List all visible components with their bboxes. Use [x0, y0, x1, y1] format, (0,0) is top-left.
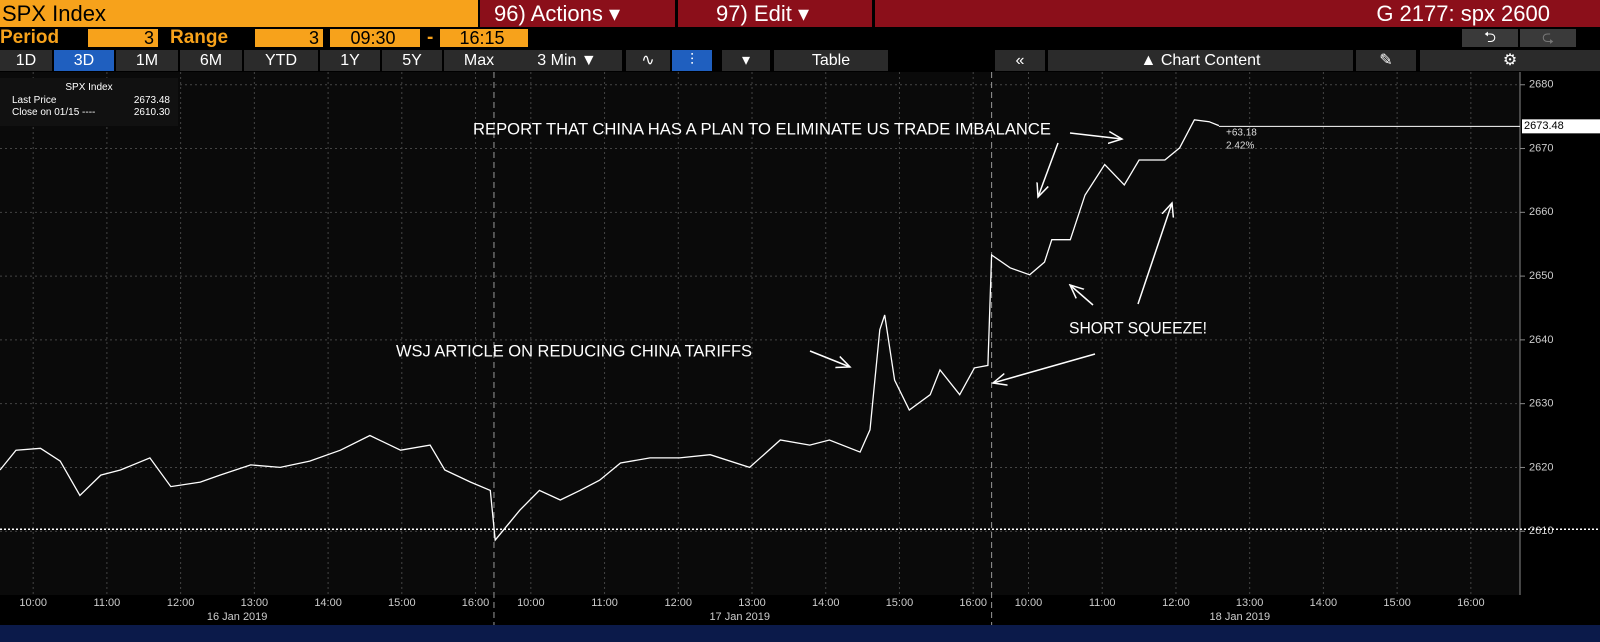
range-button[interactable]: 6M: [180, 50, 242, 71]
range-button[interactable]: 5Y: [382, 50, 442, 71]
range-label: Range: [170, 27, 229, 48]
legend-value: 2610.30: [133, 107, 170, 118]
annotation: WSJ ARTICLE ON REDUCING CHINA TARIFFS: [396, 341, 752, 360]
legend: SPX Index Last Price 2673.48 Close on 01/…: [0, 78, 178, 126]
date-label: 18 Jan 2019: [1210, 611, 1271, 623]
interval[interactable]: 3 Min ▼: [512, 50, 622, 71]
legend-value: 2673.48: [133, 95, 170, 106]
arrow: [1070, 285, 1094, 306]
dropdown[interactable]: ▾: [722, 50, 770, 71]
edit-icon[interactable]: ✎: [1356, 50, 1416, 71]
start-input[interactable]: 09:30: [330, 29, 420, 47]
y-tick-label: 2670: [1529, 142, 1553, 154]
line-icon[interactable]: ∿: [626, 50, 670, 71]
x-tick-label: 14:00: [812, 597, 840, 609]
x-tick-label: 13:00: [738, 597, 766, 609]
x-tick-label: 11:00: [94, 597, 121, 609]
y-tick-label: 2630: [1529, 398, 1553, 410]
x-tick-label: 13:00: [1236, 597, 1264, 609]
change: +63.18: [1226, 128, 1257, 139]
legend-row: Last Price 2673.48: [0, 93, 178, 106]
x-tick-label: 15:00: [1383, 597, 1411, 609]
arrow: [1069, 133, 1122, 139]
arrow: [809, 350, 850, 367]
arrow: [993, 353, 1096, 383]
annotation: REPORT THAT CHINA HAS A PLAN TO ELIMINAT…: [473, 119, 1051, 138]
edit-text: 97) Edit: [716, 1, 792, 26]
legend-row: Close on 01/15 ---- 2610.30: [0, 106, 178, 118]
period-label: Period: [0, 27, 60, 48]
settings-icon[interactable]: ⚙: [1420, 50, 1600, 71]
x-tick-label: 16:00: [1457, 597, 1485, 609]
y-tick-label: 2650: [1529, 270, 1553, 282]
range-input[interactable]: 3: [255, 29, 323, 47]
y-tick-label: 2680: [1529, 79, 1553, 91]
dash: -: [427, 27, 434, 48]
change-pct: 2.42%: [1226, 141, 1254, 152]
x-tick-label: 12:00: [167, 597, 195, 609]
interval-text: 3 Min: [537, 52, 577, 69]
ticker[interactable]: SPX Index: [0, 0, 478, 27]
x-tick-label: 15:00: [388, 597, 416, 609]
x-tick-label: 11:00: [1089, 597, 1116, 609]
last-price-box: [1522, 119, 1600, 134]
date-label: 16 Jan 2019: [207, 611, 268, 623]
actions-menu[interactable]: 96) Actions ▾: [480, 0, 675, 27]
x-tick-label: 10:00: [517, 597, 545, 609]
arrow: [1038, 142, 1059, 197]
x-tick-label: 14:00: [1310, 597, 1338, 609]
undo[interactable]: ⮌: [1462, 29, 1518, 47]
range-button[interactable]: 1Y: [320, 50, 380, 71]
plot-area: [0, 72, 1520, 595]
x-tick-label: 10:00: [1015, 597, 1043, 609]
collapse[interactable]: «: [995, 50, 1045, 71]
y-tick-label: 2620: [1529, 461, 1553, 473]
last-price-label: 2673.48: [1524, 120, 1564, 132]
x-tick-label: 12:00: [665, 597, 693, 609]
news-ticker: [0, 625, 1600, 642]
range-button[interactable]: YTD: [244, 50, 318, 71]
price-line: [0, 119, 1220, 542]
chart-content[interactable]: ▲ Chart Content: [1048, 50, 1353, 71]
x-tick-label: 12:00: [1162, 597, 1190, 609]
range-button[interactable]: Max: [444, 50, 514, 71]
bar-icon[interactable]: ⫶: [672, 50, 712, 71]
edit-menu[interactable]: 97) Edit ▾: [678, 0, 872, 27]
redo[interactable]: ⮎: [1520, 29, 1576, 47]
x-tick-label: 10:00: [19, 597, 47, 609]
legend-label: Last Price: [12, 95, 57, 106]
arrow: [1137, 203, 1172, 305]
y-tick-label: 2660: [1529, 206, 1553, 218]
date-label: 17 Jan 2019: [709, 611, 770, 623]
end-input[interactable]: 16:15: [440, 29, 528, 47]
x-tick-label: 16:00: [462, 597, 490, 609]
chart-content-text: Chart Content: [1160, 52, 1261, 69]
y-tick-label: 2610: [1529, 525, 1553, 537]
range-button[interactable]: 1M: [116, 50, 178, 71]
x-tick-label: 15:00: [886, 597, 914, 609]
range-button[interactable]: 3D: [54, 50, 114, 71]
range-button[interactable]: 1D: [0, 50, 52, 71]
period-input[interactable]: 3: [88, 29, 158, 47]
x-tick-label: 14:00: [314, 597, 342, 609]
command: G 2177: spx 2600: [875, 0, 1600, 27]
actions-text: 96) Actions: [494, 1, 603, 26]
x-tick-label: 11:00: [591, 597, 618, 609]
x-tick-label: 16:00: [959, 597, 987, 609]
table-button[interactable]: Table: [774, 50, 888, 71]
chart: 2610 2620 2630 2640 2650 2660 2670 2680 10:00 11:…: [0, 72, 1600, 625]
y-tick-label: 2640: [1529, 334, 1553, 346]
legend-title: SPX Index: [65, 82, 113, 93]
x-tick-label: 13:00: [241, 597, 269, 609]
annotation: SHORT SQUEEZE!: [1069, 318, 1207, 337]
legend-label: Close on 01/15 ----: [12, 107, 96, 118]
